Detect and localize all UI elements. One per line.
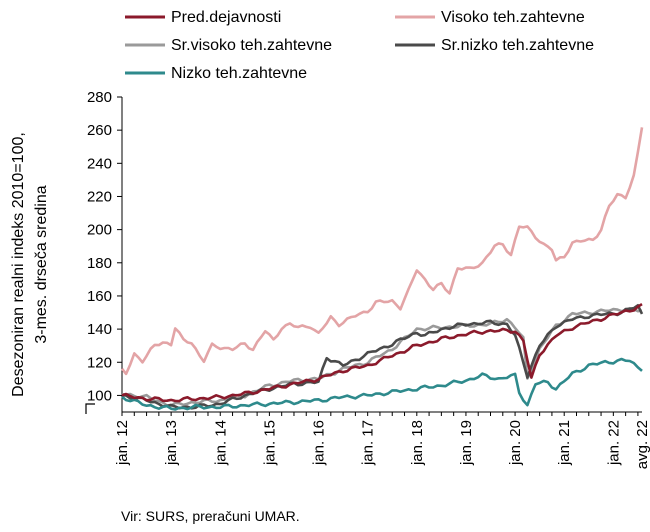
series-line-0 — [121, 302, 643, 403]
x-tick-label: jan. 19 — [458, 420, 475, 466]
y-axis-label: Desezoniran realni indeks 2010=100, — [10, 132, 27, 397]
x-tick-label: jan. 16 — [311, 420, 328, 466]
x-tick-label: jan. 18 — [409, 420, 426, 466]
x-tick-label: jan. 13 — [163, 420, 180, 466]
legend-label: Pred.dejavnosti — [171, 9, 281, 26]
series-lines — [120, 127, 644, 411]
x-tick-label: jan. 22 — [605, 420, 622, 466]
y-axis-label: 3-mes. drseča sredina — [33, 185, 50, 343]
series-line-1 — [120, 127, 644, 376]
x-tick-label: jan. 15 — [261, 420, 278, 466]
y-tick-label: 180 — [87, 255, 112, 272]
legend-label: Nizko teh.zahtevne — [171, 65, 307, 82]
x-tick-label: avg. 22 — [634, 420, 650, 469]
axes — [85, 97, 642, 414]
legend-label: Visoko teh.zahtevne — [441, 9, 585, 26]
y-tick-label: 120 — [87, 354, 112, 371]
y-tick-label: 240 — [87, 155, 112, 172]
x-axis-ticks: jan. 12 jan. 13 jan. 14 jan. 15 jan. 16 jan. … — [114, 412, 650, 469]
y-axis-title: Desezoniran realni indeks 2010=100, 3-mes… — [10, 132, 50, 397]
x-tick-label: jan. 20 — [507, 420, 524, 466]
y-tick-label: 220 — [87, 188, 112, 205]
axis-break-marker — [85, 403, 95, 414]
x-tick-label: jan. 17 — [360, 420, 377, 466]
x-tick-label: jan. 12 — [114, 420, 131, 466]
y-tick-label: 100 — [87, 387, 112, 404]
y-tick-label: 160 — [87, 288, 112, 305]
source-note: Vir: SURS, preračuni UMAR. — [121, 508, 300, 524]
y-axis-ticks: 100 120 140 160 180 200 220 240 260 280 — [87, 89, 122, 404]
legend: Pred.dejavnosti Visoko teh.zahtevne Sr.vis… — [125, 9, 594, 82]
legend-label: Sr.visoko teh.zahtevne — [171, 37, 332, 54]
x-tick-label: jan. 21 — [556, 420, 573, 466]
series-line-4 — [121, 357, 643, 411]
legend-label: Sr.nizko teh.zahtevne — [441, 37, 594, 54]
y-tick-label: 280 — [87, 89, 112, 106]
y-tick-label: 200 — [87, 222, 112, 239]
y-tick-label: 260 — [87, 122, 112, 139]
x-tick-label: jan. 14 — [212, 420, 229, 466]
y-tick-label: 140 — [87, 321, 112, 338]
